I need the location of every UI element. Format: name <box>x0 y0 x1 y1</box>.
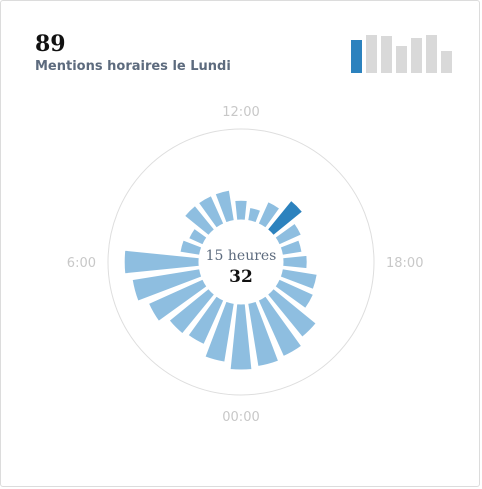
hour-bar-9[interactable] <box>183 204 216 237</box>
hour-bar-19[interactable] <box>279 268 318 291</box>
hour-bar-16[interactable] <box>274 222 303 246</box>
day-bar-0[interactable] <box>351 40 362 73</box>
total-mentions: 89 <box>35 31 66 57</box>
center-hour-value: 32 <box>229 267 253 287</box>
day-bar-6[interactable] <box>441 51 452 73</box>
day-bar-4[interactable] <box>411 38 422 73</box>
hour-bar-23[interactable] <box>247 300 280 368</box>
hour-bar-21[interactable] <box>266 287 317 338</box>
axis-label-6: 6:00 <box>67 256 96 271</box>
hour-bar-3[interactable] <box>168 287 216 335</box>
hour-bar-4[interactable] <box>147 278 208 322</box>
hour-bar-7[interactable] <box>179 239 203 256</box>
hour-bar-1[interactable] <box>204 300 235 363</box>
hour-bar-11[interactable] <box>214 189 235 224</box>
hour-bar-17[interactable] <box>279 239 303 256</box>
hour-bar-15[interactable] <box>266 199 304 237</box>
hour-bar-18[interactable] <box>282 254 308 270</box>
hour-bar-10[interactable] <box>197 194 225 229</box>
axis-label-12: 12:00 <box>222 105 259 120</box>
hour-bar-20[interactable] <box>274 278 315 310</box>
day-bar-1[interactable] <box>366 35 377 73</box>
day-bar-5[interactable] <box>426 35 437 73</box>
hour-bar-0[interactable] <box>229 303 253 371</box>
day-bar-3[interactable] <box>396 45 407 73</box>
hour-bar-2[interactable] <box>187 295 225 346</box>
hour-bar-5[interactable] <box>131 268 203 302</box>
hour-bar-14[interactable] <box>257 200 281 229</box>
hour-bar-13[interactable] <box>247 206 262 224</box>
day-selector-bars[interactable] <box>351 35 453 73</box>
hour-bar-22[interactable] <box>257 295 303 358</box>
hour-bar-8[interactable] <box>187 227 208 246</box>
hour-bar-6[interactable] <box>123 249 200 275</box>
center-hour-label: 15 heures <box>206 248 277 264</box>
axis-label-18: 18:00 <box>386 256 423 271</box>
chart-subtitle: Mentions horaires le Lundi <box>35 59 231 74</box>
axis-label-00: 00:00 <box>222 410 259 425</box>
hour-bar-12[interactable] <box>234 199 248 221</box>
day-bar-2[interactable] <box>381 36 392 73</box>
outer-ring <box>107 128 375 396</box>
